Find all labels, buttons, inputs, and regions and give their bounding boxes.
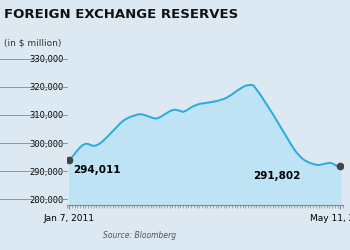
- Text: 294,011: 294,011: [73, 165, 121, 175]
- Text: (in $ million): (in $ million): [4, 39, 61, 48]
- Text: FOREIGN EXCHANGE RESERVES: FOREIGN EXCHANGE RESERVES: [4, 8, 238, 20]
- Text: Source: Bloomberg: Source: Bloomberg: [104, 231, 176, 240]
- Text: 291,802: 291,802: [253, 171, 301, 181]
